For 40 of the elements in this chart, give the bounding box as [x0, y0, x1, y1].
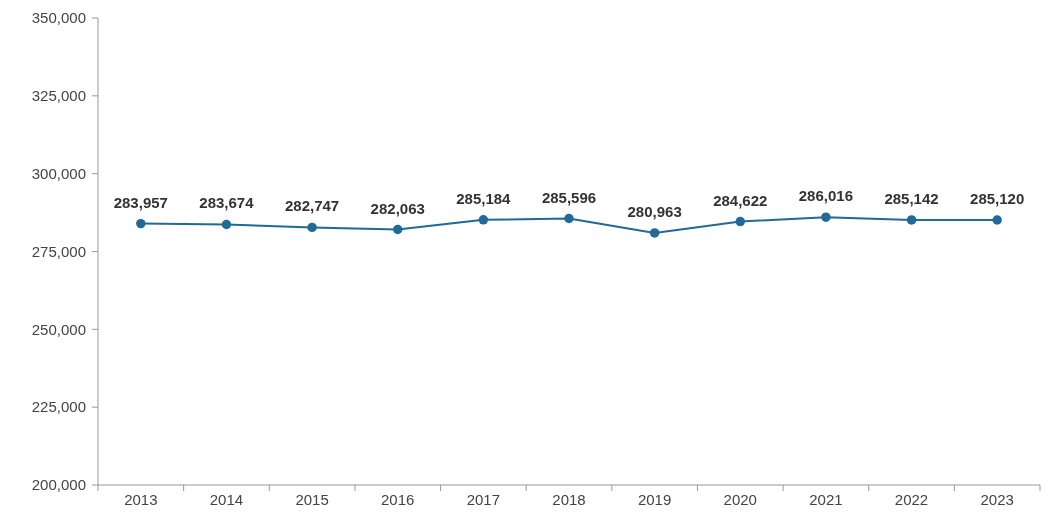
data-label: 284,622: [713, 191, 768, 209]
point: [649, 228, 660, 238]
point: [564, 213, 574, 224]
x-tick-label: 2018: [552, 491, 586, 508]
data-label: 283,674: [199, 194, 255, 212]
x-tick-label: 2013: [124, 491, 158, 508]
data-label: 286,016: [798, 187, 854, 205]
x-tick-label: 2019: [637, 491, 672, 508]
data-label: 282,747: [284, 197, 340, 215]
data-label: 285,142: [884, 189, 939, 207]
x-tick-label: 2014: [209, 491, 244, 508]
y-tick-label: 275,000: [31, 242, 86, 260]
data-label: 280,963: [627, 202, 682, 220]
x-tick-label: 2020: [723, 491, 757, 508]
data-label: 283,957: [113, 193, 168, 211]
x-tick-label: 2023: [980, 491, 1014, 508]
x-tick-label: 2016: [381, 491, 415, 508]
x-tick-label: 2017: [466, 491, 501, 508]
data-label: 285,120: [970, 189, 1025, 207]
point: [478, 215, 489, 225]
point: [821, 212, 831, 222]
point: [992, 215, 1002, 225]
x-tick-label: 2015: [295, 491, 329, 508]
y-tick-label: 250,000: [31, 320, 86, 338]
data-label: 285,184: [456, 189, 512, 207]
y-tick-label: 300,000: [31, 164, 86, 182]
y-tick-label: 200,000: [31, 476, 86, 494]
data-label: 285,596: [541, 188, 597, 206]
point: [136, 218, 146, 229]
point: [735, 216, 745, 227]
x-tick-label: 2021: [809, 491, 843, 508]
y-tick-label: 225,000: [31, 398, 86, 416]
data-label: 282,063: [370, 199, 425, 217]
x-tick-label: 2022: [894, 491, 929, 508]
point: [221, 219, 232, 230]
y-tick-label: 325,000: [31, 87, 86, 105]
y-tick-label: 350,000: [31, 9, 86, 27]
point: [393, 224, 403, 235]
point: [906, 215, 917, 225]
point: [307, 222, 317, 233]
